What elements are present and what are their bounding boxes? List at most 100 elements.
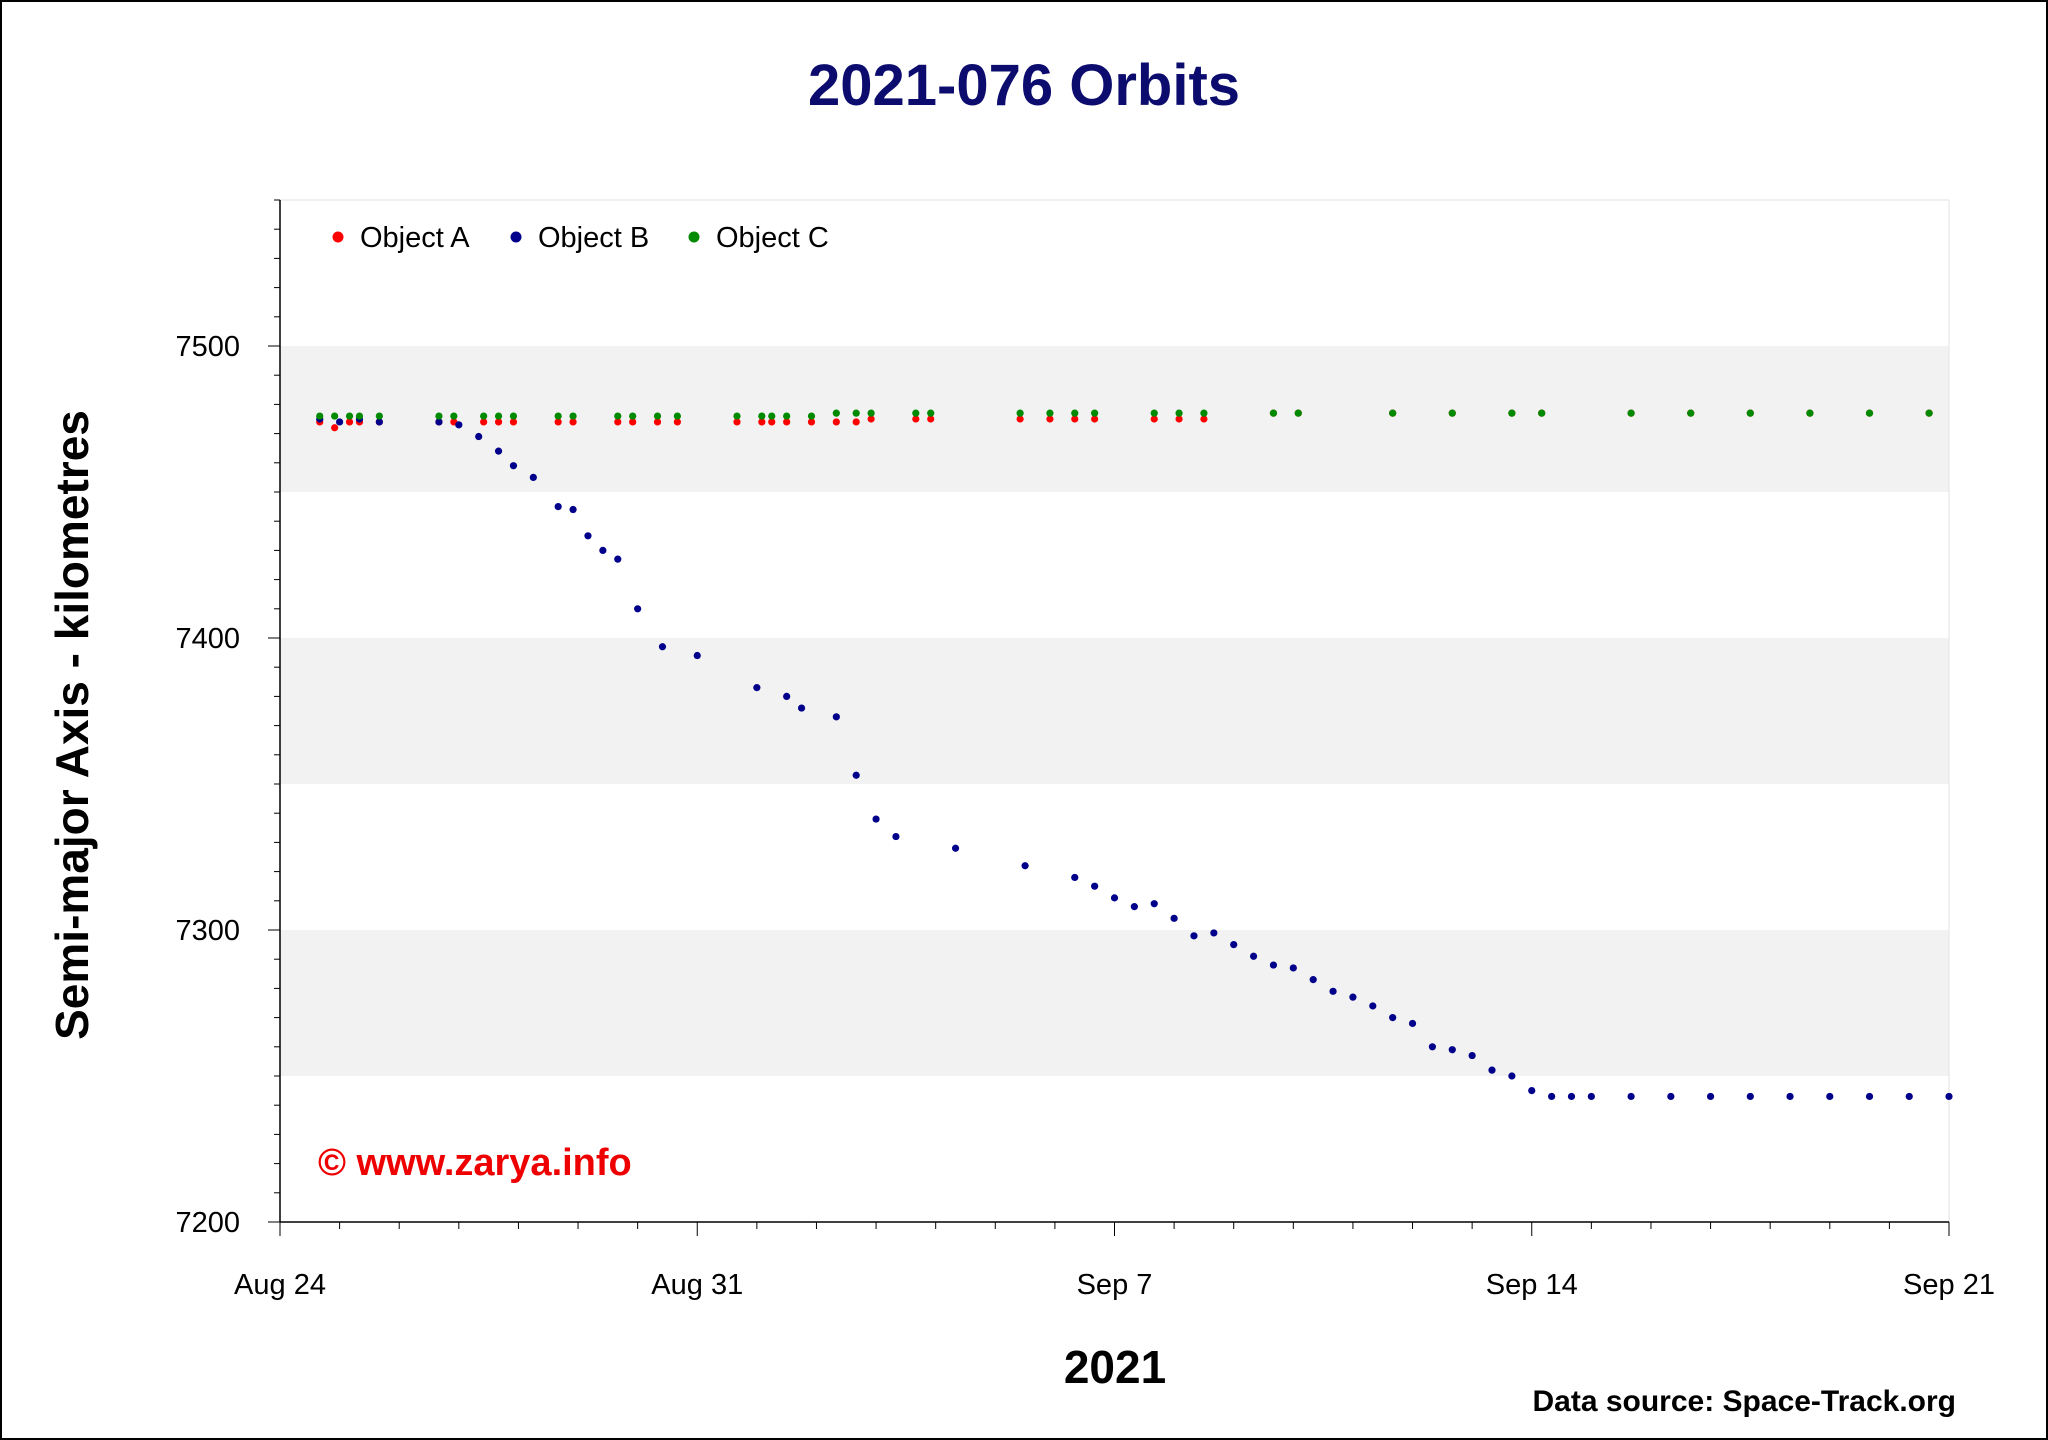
data-point-object-c <box>450 412 458 420</box>
data-point-object-a <box>867 415 875 423</box>
data-point-object-a <box>1046 415 1054 423</box>
data-point-object-b <box>435 418 443 426</box>
x-tick-label: Aug 24 <box>234 1269 326 1301</box>
data-point-object-c <box>807 412 816 420</box>
data-point-object-c <box>509 412 518 420</box>
data-point-object-c <box>1538 409 1546 417</box>
data-point-object-a <box>1200 415 1208 423</box>
data-point-object-b <box>1706 1092 1715 1101</box>
data-point-object-a <box>554 418 562 426</box>
x-tick-label: Sep 14 <box>1486 1269 1578 1301</box>
data-point-object-c <box>1294 409 1302 417</box>
data-point-object-c <box>1627 409 1635 417</box>
data-point-object-c <box>331 412 339 420</box>
data-point-object-c <box>867 409 875 417</box>
y-axis-title: Semi-major Axis - kilometres <box>46 410 98 1040</box>
data-point-object-a <box>673 418 681 426</box>
y-tick-label: 7500 <box>175 331 240 363</box>
data-point-object-c <box>1925 409 1933 417</box>
data-point-object-b <box>614 555 622 563</box>
data-point-object-c <box>758 412 766 420</box>
data-point-object-c <box>1175 409 1183 417</box>
data-point-object-c <box>316 412 324 420</box>
y-tick-label: 7400 <box>175 623 240 655</box>
grid-bands <box>280 346 1949 1076</box>
data-point-object-b <box>1905 1092 1913 1101</box>
data-point-object-c <box>1200 409 1208 417</box>
data-point-object-b <box>1528 1087 1536 1095</box>
data-point-object-b <box>1786 1092 1794 1101</box>
data-point-object-a <box>1091 415 1099 423</box>
data-point-object-b <box>1428 1043 1437 1051</box>
data-point-object-a <box>1150 415 1158 423</box>
data-point-object-b <box>599 546 607 555</box>
data-point-object-c <box>629 412 637 420</box>
data-point-object-b <box>832 713 840 721</box>
data-point-object-b <box>1567 1092 1576 1101</box>
data-point-object-b <box>1448 1046 1456 1054</box>
data-point-object-b <box>634 605 642 613</box>
data-point-object-b <box>1230 941 1238 949</box>
data-point-object-b <box>1190 932 1198 940</box>
data-points <box>316 409 1953 1101</box>
data-point-object-b <box>797 704 806 712</box>
grid-band <box>280 346 1949 492</box>
data-point-object-b <box>1488 1066 1496 1074</box>
data-point-object-b <box>951 844 960 852</box>
data-point-object-c <box>1746 409 1754 417</box>
data-point-object-a <box>629 418 637 426</box>
data-point-object-c <box>1269 409 1278 417</box>
data-point-object-c <box>554 412 562 420</box>
data-point-object-c <box>1150 409 1158 417</box>
legend-label: Object A <box>360 222 470 254</box>
data-point-object-b <box>1508 1072 1516 1080</box>
data-point-object-a <box>569 418 577 426</box>
data-point-object-a <box>494 418 503 426</box>
data-point-object-b <box>1329 987 1337 995</box>
data-point-object-c <box>673 412 681 420</box>
data-point-object-b <box>1865 1092 1874 1101</box>
legend-marker <box>332 231 344 243</box>
data-point-object-b <box>1091 882 1099 890</box>
x-axis-title: 2021 <box>1063 1341 1167 1393</box>
data-point-object-b <box>1945 1092 1953 1101</box>
data-point-object-c <box>480 412 488 420</box>
data-point-object-c <box>569 412 577 420</box>
y-tick-label: 7200 <box>175 1207 240 1239</box>
data-point-object-b <box>753 684 761 692</box>
data-point-object-c <box>1071 409 1079 417</box>
data-point-object-b <box>1210 929 1218 937</box>
legend-marker <box>688 231 700 243</box>
data-point-object-c <box>375 412 383 420</box>
data-point-object-c <box>1046 409 1054 417</box>
data-point-object-b <box>892 832 900 841</box>
data-point-object-a <box>1071 415 1079 423</box>
data-point-object-b <box>1349 993 1357 1001</box>
data-point-object-c <box>1806 409 1814 417</box>
data-point-object-a <box>807 418 816 426</box>
data-point-object-b <box>1587 1092 1595 1101</box>
data-point-object-b <box>658 643 667 651</box>
data-point-object-b <box>1309 976 1317 984</box>
data-point-object-a <box>733 418 741 426</box>
data-point-object-b <box>375 418 383 426</box>
data-point-object-b <box>852 771 860 779</box>
legend: Object A Object B Object C <box>332 222 829 254</box>
data-point-object-b <box>1021 862 1029 870</box>
data-point-object-b <box>1249 952 1258 960</box>
data-point-object-a <box>768 418 776 426</box>
data-point-object-a <box>614 418 622 426</box>
data-point-object-c <box>1865 409 1874 417</box>
data-point-object-a <box>758 418 766 426</box>
data-point-object-c <box>733 412 741 420</box>
data-point-object-b <box>1468 1051 1476 1060</box>
data-point-object-b <box>1826 1092 1834 1101</box>
data-point-object-b <box>584 532 592 540</box>
data-point-object-a <box>331 424 339 432</box>
data-point-object-b <box>1289 964 1297 972</box>
legend-marker <box>510 231 522 243</box>
axis-ticks: 7200 7300 7400 7500 Aug 24 Aug 31 Sep 7 Sep 14 S… <box>175 199 1995 1301</box>
data-point-object-b <box>693 651 701 660</box>
data-point-object-b <box>569 505 577 514</box>
